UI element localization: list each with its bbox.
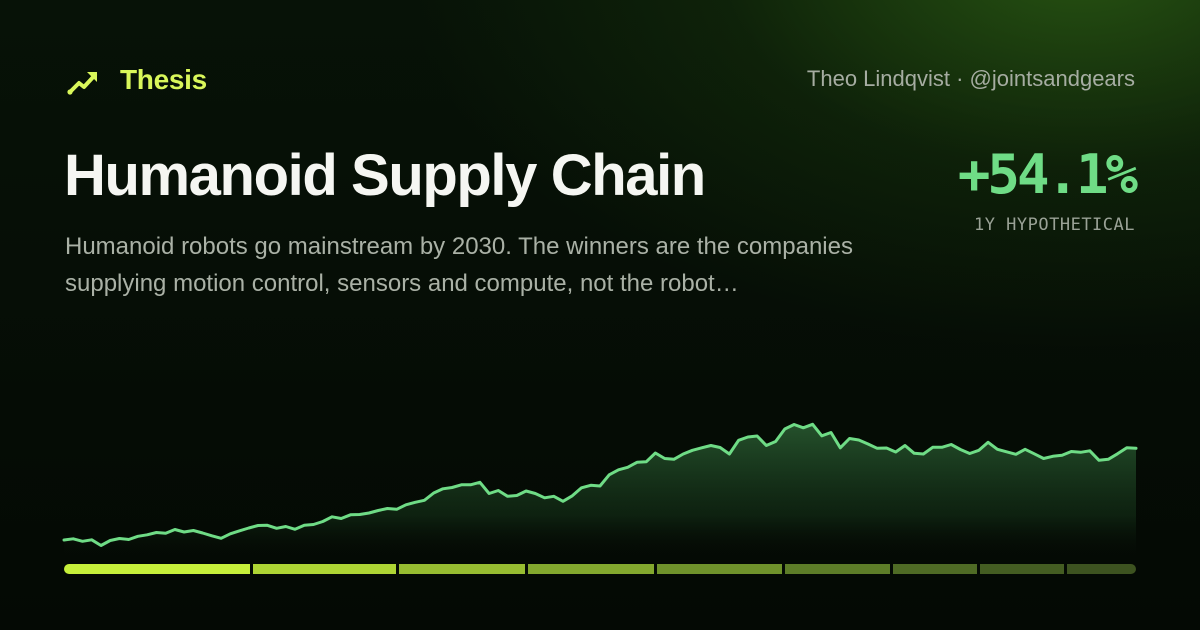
chart-area-fill [64, 424, 1136, 555]
timeline-segment [893, 564, 978, 574]
timeline-segment [64, 564, 250, 574]
brand-logo[interactable]: Thesis [64, 60, 207, 100]
return-label: 1Y HYPOTHETICAL [973, 215, 1135, 235]
timeline-segment [656, 564, 783, 574]
page-title: Humanoid Supply Chain [64, 143, 706, 208]
timeline-segment [1066, 564, 1137, 574]
return-stat: +54.1% 1Y HYPOTHETICAL [957, 140, 1138, 235]
chart-series-line [62, 422, 1138, 547]
trend-arrow-icon [67, 72, 97, 95]
timeline-segment [980, 564, 1064, 574]
timeline-segment [252, 564, 397, 574]
return-value: +54.1% [957, 143, 1138, 206]
author-byline[interactable]: Theo Lindqvist · @jointsandgears [806, 66, 1135, 91]
timeline-bar [64, 564, 1137, 574]
timeline-segment [785, 564, 891, 574]
brand-name: Thesis [120, 64, 207, 95]
timeline-segment [399, 564, 525, 574]
timeline-segment [527, 564, 654, 574]
thesis-description: Humanoid robots go mainstream by 2030. T… [65, 233, 853, 297]
